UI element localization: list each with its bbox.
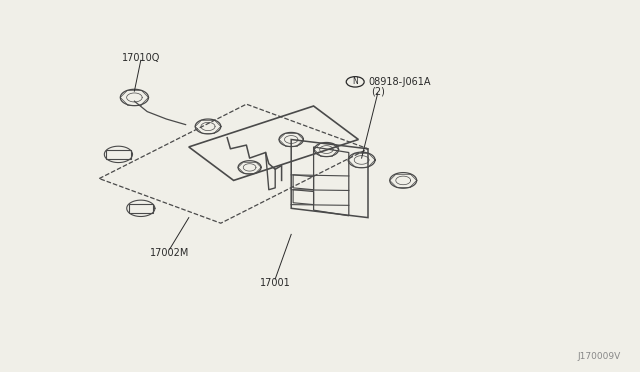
Text: N: N xyxy=(353,77,358,86)
Text: 17001: 17001 xyxy=(260,278,291,288)
Text: J170009V: J170009V xyxy=(577,352,621,361)
Text: 08918-J061A: 08918-J061A xyxy=(368,77,431,87)
Text: (2): (2) xyxy=(371,86,385,96)
Text: 17002M: 17002M xyxy=(150,248,189,258)
Text: 17010Q: 17010Q xyxy=(122,53,160,62)
